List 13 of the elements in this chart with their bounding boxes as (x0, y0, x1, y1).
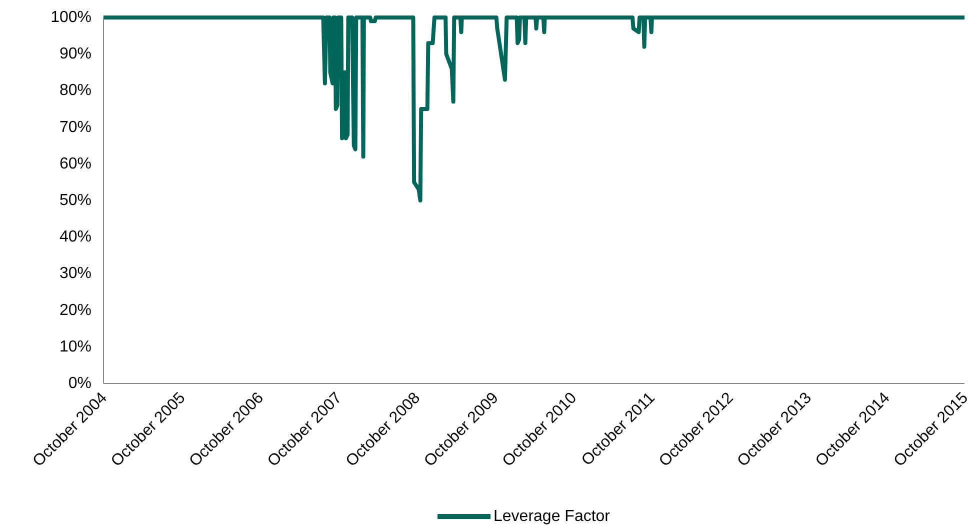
y-tick-label: 100% (50, 9, 92, 26)
y-tick-label: 80% (59, 82, 92, 100)
y-tick-label: 0% (68, 375, 92, 392)
y-tick-label: 70% (59, 118, 92, 136)
line-series (102, 16, 966, 202)
y-tick-label: 60% (59, 155, 92, 172)
y-tick-label: 90% (59, 46, 92, 63)
legend-label: Leverage Factor (494, 508, 611, 525)
y-tick-label: 50% (59, 192, 92, 209)
y-tick-label: 20% (59, 302, 92, 319)
y-tick-label: 10% (59, 338, 92, 356)
y-tick-label: 40% (59, 228, 92, 246)
y-tick-label: 30% (59, 265, 92, 282)
